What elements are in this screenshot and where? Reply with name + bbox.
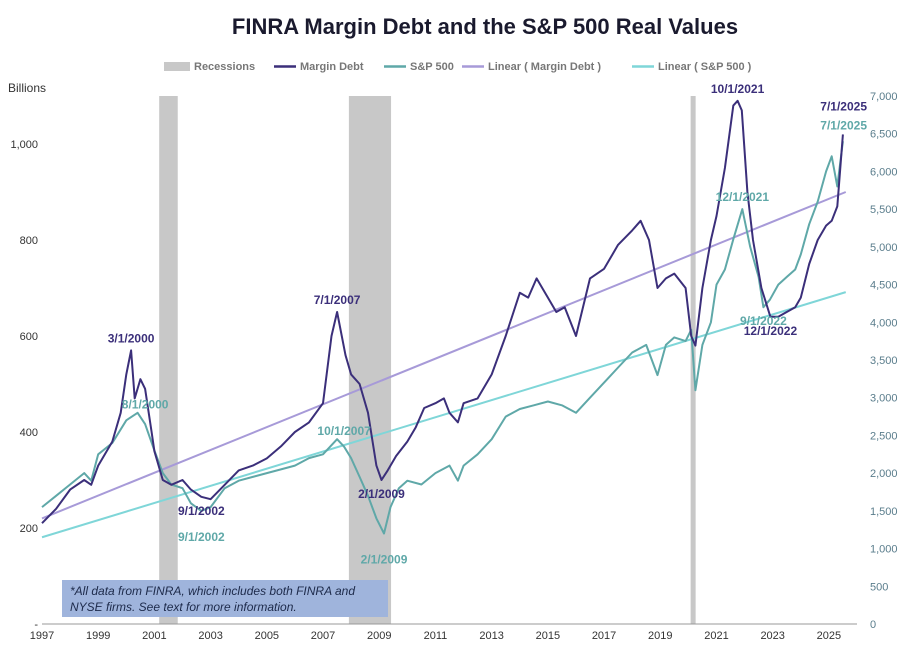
x-tick-label: 2013 bbox=[479, 630, 503, 642]
y-right-tick-label: 2,000 bbox=[870, 468, 898, 480]
y-left-tick-label: 1,000 bbox=[10, 139, 38, 151]
trendline-sp500 bbox=[41, 291, 847, 539]
y-left-tick-label: 400 bbox=[20, 427, 38, 439]
x-tick-label: 2021 bbox=[704, 630, 728, 642]
x-tick-label: 2009 bbox=[367, 630, 391, 642]
y-left-tick-label: - bbox=[34, 619, 38, 631]
y-right-tick-label: 4,000 bbox=[870, 317, 898, 329]
annotation-label: 10/1/2007 bbox=[317, 424, 371, 438]
legend-item: Margin Debt bbox=[300, 61, 364, 73]
chart-title: FINRA Margin Debt and the S&P 500 Real V… bbox=[232, 14, 738, 39]
annotations: 3/1/2000 8/1/2000 9/1/2002 9/1/2002 7/1/2007… bbox=[108, 82, 868, 567]
legend-item: Linear ( Margin Debt ) bbox=[488, 61, 601, 73]
y-right-tick-label: 3,000 bbox=[870, 393, 898, 405]
y-right-tick-label: 0 bbox=[870, 619, 876, 631]
x-tick-label: 1999 bbox=[86, 630, 110, 642]
y-right-tick-label: 3,500 bbox=[870, 355, 898, 367]
y-right-tick-label: 5,000 bbox=[870, 242, 898, 254]
y-right-tick-label: 7,000 bbox=[870, 91, 898, 103]
y-left-tick-label: 800 bbox=[20, 235, 38, 247]
annotation-label: 8/1/2000 bbox=[122, 398, 169, 412]
annotation-label: 9/1/2022 bbox=[740, 314, 787, 328]
annotation-label: 9/1/2002 bbox=[178, 504, 225, 518]
x-tick-label: 1997 bbox=[30, 630, 54, 642]
x-tick-label: 2001 bbox=[142, 630, 166, 642]
tick-labels: 1997 1999 2001 2003 2005 2007 2009 2011 2013 2015… bbox=[10, 91, 897, 642]
annotation-label: 10/1/2021 bbox=[711, 82, 765, 96]
legend-item: S&P 500 bbox=[410, 61, 454, 73]
x-tick-label: 2003 bbox=[198, 630, 222, 642]
y-right-tick-label: 4,500 bbox=[870, 280, 898, 292]
legend-swatch bbox=[164, 62, 190, 71]
y-right-tick-label: 1,500 bbox=[870, 506, 898, 518]
y-left-tick-label: 600 bbox=[20, 331, 38, 343]
recession-band bbox=[159, 96, 178, 624]
y-left-tick-label: 200 bbox=[20, 523, 38, 535]
series-sp500 bbox=[41, 141, 844, 535]
legend-item: Linear ( S&P 500 ) bbox=[658, 61, 752, 73]
trendlines bbox=[41, 191, 847, 539]
trendline-margin-debt bbox=[41, 191, 847, 520]
footnote: *All data from FINRA, which includes bot… bbox=[62, 580, 388, 617]
x-tick-label: 2007 bbox=[311, 630, 335, 642]
x-tick-label: 2005 bbox=[255, 630, 279, 642]
annotation-label: 9/1/2002 bbox=[178, 530, 225, 544]
y-right-tick-label: 5,500 bbox=[870, 204, 898, 216]
series-margin-debt bbox=[41, 99, 844, 524]
annotation-label: 3/1/2000 bbox=[108, 331, 155, 345]
annotation-label: 7/1/2025 bbox=[820, 99, 867, 113]
y-right-tick-label: 1,000 bbox=[870, 544, 898, 556]
x-tick-label: 2011 bbox=[424, 630, 448, 642]
recession-bands bbox=[159, 96, 696, 624]
recession-band bbox=[348, 96, 392, 624]
legend-item: Recessions bbox=[194, 61, 255, 73]
annotation-label: 2/1/2009 bbox=[358, 487, 405, 501]
y-right-tick-label: 6,000 bbox=[870, 166, 898, 178]
legend: Recessions Margin Debt S&P 500 Linear ( Mar… bbox=[164, 61, 752, 73]
annotation-label: 12/1/2022 bbox=[744, 324, 798, 338]
annotation-label: 7/1/2025 bbox=[820, 118, 867, 132]
y-right-tick-label: 500 bbox=[870, 581, 888, 593]
x-tick-label: 2017 bbox=[592, 630, 616, 642]
x-tick-label: 2025 bbox=[817, 630, 841, 642]
series-lines bbox=[41, 99, 844, 535]
y-right-tick-label: 2,500 bbox=[870, 430, 898, 442]
annotation-label: 2/1/2009 bbox=[361, 552, 408, 566]
y-axis-label: Billions bbox=[8, 81, 46, 95]
x-tick-label: 2023 bbox=[760, 630, 784, 642]
annotation-label: 12/1/2021 bbox=[716, 190, 770, 204]
x-tick-label: 2015 bbox=[536, 630, 560, 642]
annotation-label: 7/1/2007 bbox=[314, 293, 361, 307]
y-right-tick-label: 6,500 bbox=[870, 129, 898, 141]
x-tick-label: 2019 bbox=[648, 630, 672, 642]
